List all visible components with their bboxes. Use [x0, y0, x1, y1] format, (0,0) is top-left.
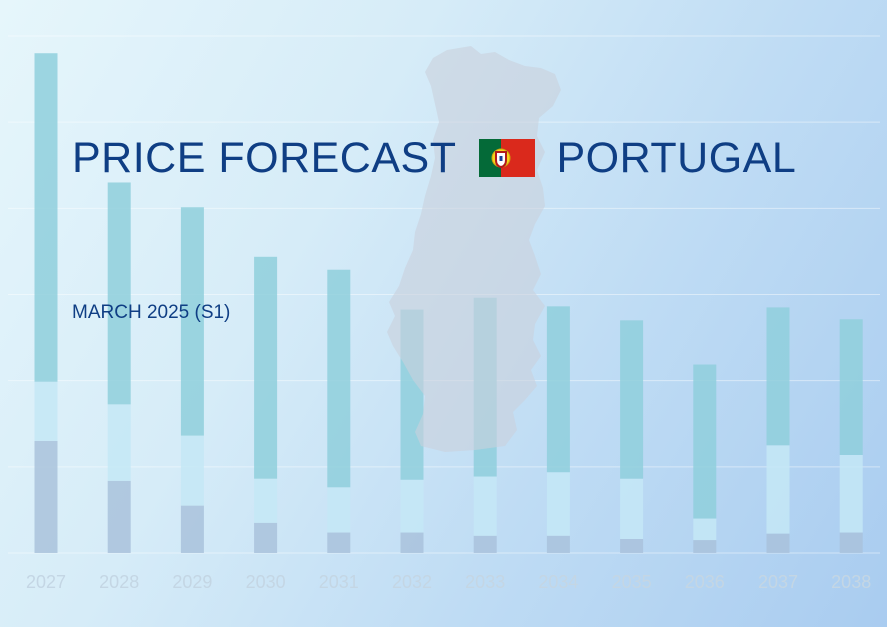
x-tick-label: 2033 — [465, 572, 505, 592]
bar-segment-bottom-2035 — [620, 538, 644, 553]
bar-segment-middle-2027 — [34, 381, 58, 441]
bar-segment-top-2027 — [34, 53, 58, 382]
x-tick-label: 2031 — [319, 572, 359, 592]
bar-segment-bottom-2034 — [546, 535, 570, 553]
x-tick-label: 2034 — [538, 572, 578, 592]
bar-segment-bottom-2028 — [107, 480, 131, 553]
bar-segment-middle-2029 — [180, 435, 204, 506]
bar-segment-middle-2034 — [546, 472, 570, 536]
bar-segment-middle-2035 — [620, 478, 644, 539]
bar-segment-bottom-2029 — [180, 505, 204, 553]
title-right-text: PORTUGAL — [556, 133, 797, 182]
bar-segment-top-2031 — [327, 269, 351, 488]
portugal-flag-icon — [478, 139, 535, 177]
bar-segment-top-2028 — [107, 182, 131, 405]
bar-segment-bottom-2036 — [693, 540, 717, 553]
bar-segment-bottom-2033 — [473, 535, 497, 553]
bar-segment-top-2038 — [839, 319, 863, 455]
x-tick-label: 2032 — [392, 572, 432, 592]
bar-segment-bottom-2032 — [400, 532, 424, 553]
x-tick-label: 2029 — [172, 572, 212, 592]
bar-segment-middle-2030 — [254, 478, 278, 523]
bar-segment-top-2036 — [693, 364, 717, 519]
portugal-map-icon — [387, 46, 561, 452]
bar-segment-top-2030 — [254, 256, 278, 479]
bar-segment-bottom-2030 — [254, 522, 278, 553]
bar-segment-top-2029 — [180, 207, 204, 436]
x-tick-label: 2030 — [246, 572, 286, 592]
bar-segment-top-2037 — [766, 307, 790, 446]
bar-segment-bottom-2038 — [839, 532, 863, 553]
bar-segment-middle-2032 — [400, 479, 424, 533]
bar-segment-middle-2033 — [473, 476, 497, 536]
bar-segment-middle-2028 — [107, 404, 131, 481]
x-tick-label: 2036 — [685, 572, 725, 592]
bar-segment-top-2034 — [546, 306, 570, 473]
x-tick-label: 2035 — [612, 572, 652, 592]
title-left-text: PRICE FORECAST — [72, 133, 457, 182]
bar-segment-middle-2037 — [766, 445, 790, 534]
page-title: PRICE FORECAST PORTUGAL — [72, 128, 796, 188]
report-date: MARCH 2025 (S1) — [72, 302, 231, 323]
bar-segment-top-2035 — [620, 320, 644, 479]
bar-segment-middle-2038 — [839, 454, 863, 533]
x-tick-label: 2027 — [26, 572, 66, 592]
bar-segment-middle-2036 — [693, 518, 717, 541]
x-tick-label: 2028 — [99, 572, 139, 592]
bar-segment-bottom-2037 — [766, 533, 790, 553]
bar-segment-bottom-2027 — [34, 440, 58, 553]
x-tick-label: 2038 — [831, 572, 871, 592]
bar-segment-middle-2031 — [327, 487, 351, 533]
x-tick-label: 2037 — [758, 572, 798, 592]
bar-segment-bottom-2031 — [327, 532, 351, 553]
